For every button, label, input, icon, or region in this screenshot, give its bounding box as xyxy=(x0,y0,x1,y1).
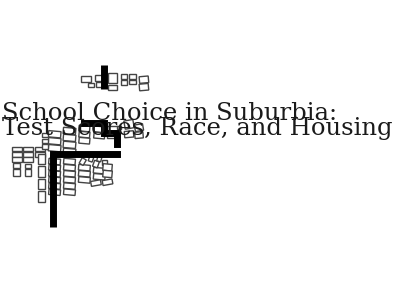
Text: Test Scores, Race, and Housing Markets: Test Scores, Race, and Housing Markets xyxy=(2,117,400,140)
Bar xyxy=(63,127,76,135)
Bar xyxy=(48,145,61,152)
Bar xyxy=(79,137,90,144)
Bar xyxy=(42,133,48,137)
Bar xyxy=(78,177,90,183)
Bar xyxy=(38,178,44,189)
Bar xyxy=(82,76,90,82)
Bar xyxy=(88,156,94,162)
Bar xyxy=(121,74,127,79)
Bar xyxy=(134,132,143,139)
Bar xyxy=(13,163,20,168)
Bar xyxy=(23,152,33,157)
Text: School Choice in Suburbia:: School Choice in Suburbia: xyxy=(2,102,337,125)
Bar xyxy=(134,124,144,132)
Bar xyxy=(93,167,105,174)
Bar xyxy=(64,158,76,165)
Bar xyxy=(97,156,102,162)
Bar xyxy=(88,83,94,87)
Bar xyxy=(48,183,61,189)
Bar xyxy=(129,80,136,84)
Bar xyxy=(64,164,76,171)
Bar xyxy=(93,173,105,180)
Bar xyxy=(25,169,32,176)
Bar xyxy=(103,164,112,171)
Bar xyxy=(63,141,76,148)
Bar xyxy=(42,144,48,149)
Bar xyxy=(64,183,76,189)
Bar xyxy=(78,171,90,177)
Bar xyxy=(64,189,76,196)
Bar xyxy=(96,83,102,87)
Bar xyxy=(25,164,32,168)
Bar xyxy=(48,164,61,171)
Bar xyxy=(139,83,149,91)
Bar xyxy=(35,147,45,151)
Bar xyxy=(35,152,45,157)
Bar xyxy=(63,134,76,142)
Bar xyxy=(23,147,33,151)
Bar xyxy=(108,85,117,90)
Bar xyxy=(108,73,117,83)
Bar xyxy=(107,132,118,138)
Bar xyxy=(38,154,44,164)
Bar xyxy=(91,180,101,186)
Bar xyxy=(139,76,149,83)
Bar xyxy=(95,75,104,81)
Bar xyxy=(117,126,122,130)
Bar xyxy=(124,119,134,129)
Bar xyxy=(64,177,76,183)
Bar xyxy=(63,148,76,155)
Bar xyxy=(103,170,112,178)
Bar xyxy=(48,137,61,145)
Bar xyxy=(64,171,76,177)
Bar xyxy=(94,126,105,133)
Bar xyxy=(12,152,22,157)
Bar xyxy=(12,147,22,151)
Bar xyxy=(48,131,61,138)
Bar xyxy=(48,177,61,183)
Bar xyxy=(38,166,44,177)
Bar xyxy=(48,171,61,177)
Bar xyxy=(124,131,134,138)
Bar xyxy=(48,158,61,165)
Bar xyxy=(121,80,127,85)
Bar xyxy=(48,189,61,196)
Bar xyxy=(42,139,48,143)
Bar xyxy=(79,158,86,165)
Bar xyxy=(102,160,107,165)
Bar xyxy=(107,126,118,131)
Bar xyxy=(12,158,22,162)
Bar xyxy=(78,164,90,171)
Bar xyxy=(129,74,136,79)
Bar xyxy=(23,158,33,162)
Bar xyxy=(102,179,113,186)
Bar xyxy=(38,191,44,202)
Bar xyxy=(94,132,105,139)
Bar xyxy=(92,160,99,168)
Bar xyxy=(79,125,90,132)
Bar xyxy=(13,169,20,176)
Bar xyxy=(79,131,90,138)
